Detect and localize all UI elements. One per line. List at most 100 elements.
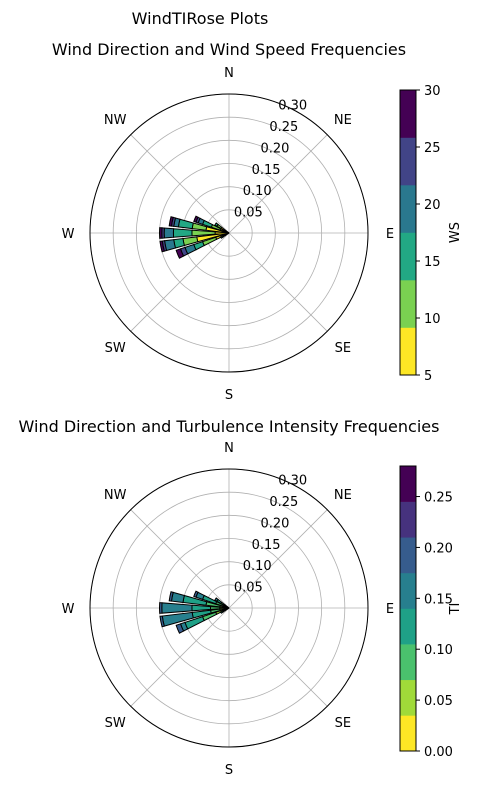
angular-grid-line (228, 232, 328, 332)
polar-frame (89, 93, 369, 373)
colorbar-swatch (400, 185, 416, 233)
colorbar-tick-label: 15 (424, 255, 441, 270)
rose-bar-segment (159, 602, 163, 614)
colorbar-tick-label: 5 (424, 369, 432, 384)
rose-bar (159, 602, 230, 614)
radial-tick-label: 0.30 (278, 99, 307, 114)
colorbar-tick-label: 0.05 (424, 694, 453, 709)
colorbar-swatch (400, 644, 416, 681)
colorbar-label: WS (448, 222, 463, 243)
radial-tick-label: 0.05 (234, 206, 263, 221)
colorbar-tick-label: 0.25 (424, 491, 453, 506)
colorbar-swatch (400, 501, 416, 538)
colorbar-tick-label: 30 (424, 84, 441, 99)
angular-grid-line (130, 134, 230, 234)
angular-grid-line (130, 232, 230, 332)
rose-bar-segment (214, 597, 219, 602)
angular-grid-line (228, 509, 328, 609)
rose-bar-segment (175, 623, 185, 634)
direction-label: E (386, 227, 394, 242)
wind-speed-rose: Wind Direction and Wind Speed Frequencie… (52, 40, 463, 403)
rose-bar-segment (159, 240, 165, 253)
figure-suptitle: WindTIRose Plots (132, 9, 269, 28)
colorbar-tick-label: 0.20 (424, 541, 453, 556)
rose-bar (159, 607, 230, 628)
rose-bar-segment (193, 215, 199, 223)
radial-tick-label: 0.15 (252, 538, 281, 553)
colorbar-swatch (400, 466, 416, 502)
direction-label: N (224, 66, 234, 81)
colorbar-tick-label: 25 (424, 141, 441, 156)
rose-bar (214, 222, 230, 234)
rose-bar-segment (161, 602, 193, 614)
radial-tick-label: 0.15 (252, 163, 281, 178)
colorbar-swatch (400, 137, 416, 186)
direction-label: NW (104, 488, 127, 503)
colorbar-swatch (400, 327, 416, 376)
colorbar-swatch (400, 90, 416, 138)
direction-label: S (225, 388, 233, 403)
rose-bar (159, 227, 230, 239)
turbulence-intensity-rose: Wind Direction and Turbulence Intensity … (19, 417, 463, 778)
colorbar-label: TI (448, 603, 463, 616)
angular-grid-line (130, 509, 230, 609)
polar-frame (89, 468, 369, 748)
direction-label: SE (335, 341, 351, 356)
rose-bar-segment (172, 228, 193, 238)
colorbar: 5 10 15 20 25 30 WS (399, 84, 463, 384)
colorbar-tick-label: 0.10 (424, 643, 453, 658)
radial-tick-label: 0.20 (260, 516, 289, 531)
direction-label: S (225, 763, 233, 778)
rose-bar-segment (159, 227, 163, 239)
radial-tick-label: 0.25 (269, 495, 298, 510)
colorbar: 0.00 0.05 0.10 0.15 0.20 0.25 TI (399, 465, 463, 760)
colorbar-swatch (400, 232, 416, 281)
direction-label: NE (334, 113, 352, 128)
rose-bar-segment (168, 216, 174, 227)
direction-label: W (62, 602, 75, 617)
direction-label: E (386, 602, 394, 617)
colorbar-swatch (400, 572, 416, 609)
radial-tick-label: 0.30 (278, 474, 307, 489)
radial-tick-label: 0.25 (269, 120, 298, 135)
colorbar-swatch (400, 537, 416, 574)
direction-label: SE (335, 716, 351, 731)
rose-bar (214, 597, 230, 609)
rose-bar-segment (219, 610, 224, 614)
direction-label: NW (104, 113, 127, 128)
colorbar-swatch (400, 715, 416, 752)
direction-label: SW (105, 716, 126, 731)
angular-grid-line (228, 607, 328, 707)
direction-label: W (62, 227, 75, 242)
rose-bar-segment (177, 218, 194, 230)
colorbar-tick-label: 20 (424, 198, 441, 213)
direction-label: NE (334, 488, 352, 503)
rose-bar-segment (191, 604, 212, 612)
angular-grid-line (228, 134, 328, 234)
colorbar-swatch (400, 608, 416, 645)
rose-bar (168, 591, 230, 609)
colorbar-tick-label: 0.00 (424, 745, 453, 760)
rose-bar-segment (219, 235, 224, 239)
rose-bar-segment (168, 591, 174, 602)
chart-title: Wind Direction and Turbulence Intensity … (19, 417, 440, 436)
radial-tick-label: 0.20 (260, 141, 289, 156)
direction-label: N (224, 441, 234, 456)
colorbar-swatch (400, 679, 416, 716)
colorbar-tick-label: 10 (424, 312, 441, 327)
colorbar-frame (399, 465, 417, 752)
radial-tick-label: 0.10 (243, 559, 272, 574)
angular-grid-line (130, 607, 230, 707)
rose-bar-segment (159, 615, 165, 628)
rose-bar (159, 232, 230, 253)
rose-bar-segment (214, 222, 219, 227)
rose-bar (219, 232, 230, 239)
chart-title: Wind Direction and Wind Speed Frequencie… (52, 40, 406, 59)
colorbar-frame (399, 89, 417, 376)
colorbar-swatch (400, 280, 416, 328)
rose-bar-segment (170, 591, 186, 604)
direction-label: SW (105, 341, 126, 356)
rose-bar (219, 607, 230, 614)
rose-bar-segment (175, 248, 185, 259)
